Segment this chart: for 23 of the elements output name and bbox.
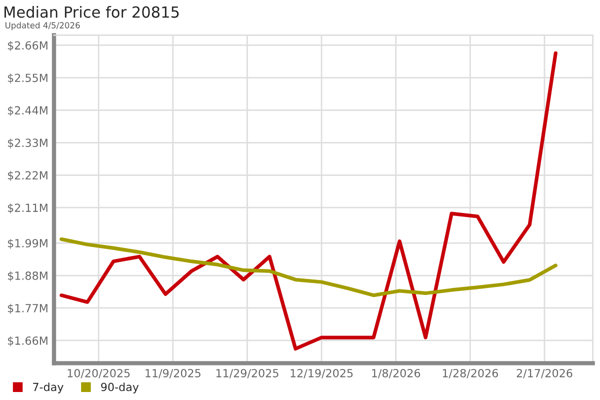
y-tick-label: $1.88M [8,271,48,282]
y-tick-label: $2.22M [8,170,48,181]
chart-title: Median Price for 20815 [4,6,179,18]
chart-subtitle: Updated 4/5/2026 [6,22,80,30]
line-series [60,51,558,351]
y-tick-label: $2.44M [8,106,48,116]
y-tick-label: $2.55M [8,73,48,84]
y-tick-label: $2.11M [8,203,48,214]
legend-label: 90-day [101,382,139,394]
x-tick-label: 12/19/2025 [290,368,353,378]
y-tick-label: $2.33M [8,138,48,149]
x-tick-label: 1/8/2026 [372,368,420,378]
x-tick-label: 1/28/2026 [442,368,498,378]
x-tick-label: 2/17/2026 [516,368,572,378]
x-tick-label: 10/20/2025 [68,368,130,378]
y-tick-label: $1.99M [8,238,48,249]
x-tick-label: 11/9/2025 [146,368,200,378]
y-tick-label: $1.66M [8,336,48,346]
line-series [60,237,558,298]
x-tick-label: 11/29/2025 [216,368,278,378]
y-tick-label: $2.66M [8,41,48,52]
legend-label: 7-day [33,382,64,394]
y-tick-label: $1.77M [8,304,48,314]
